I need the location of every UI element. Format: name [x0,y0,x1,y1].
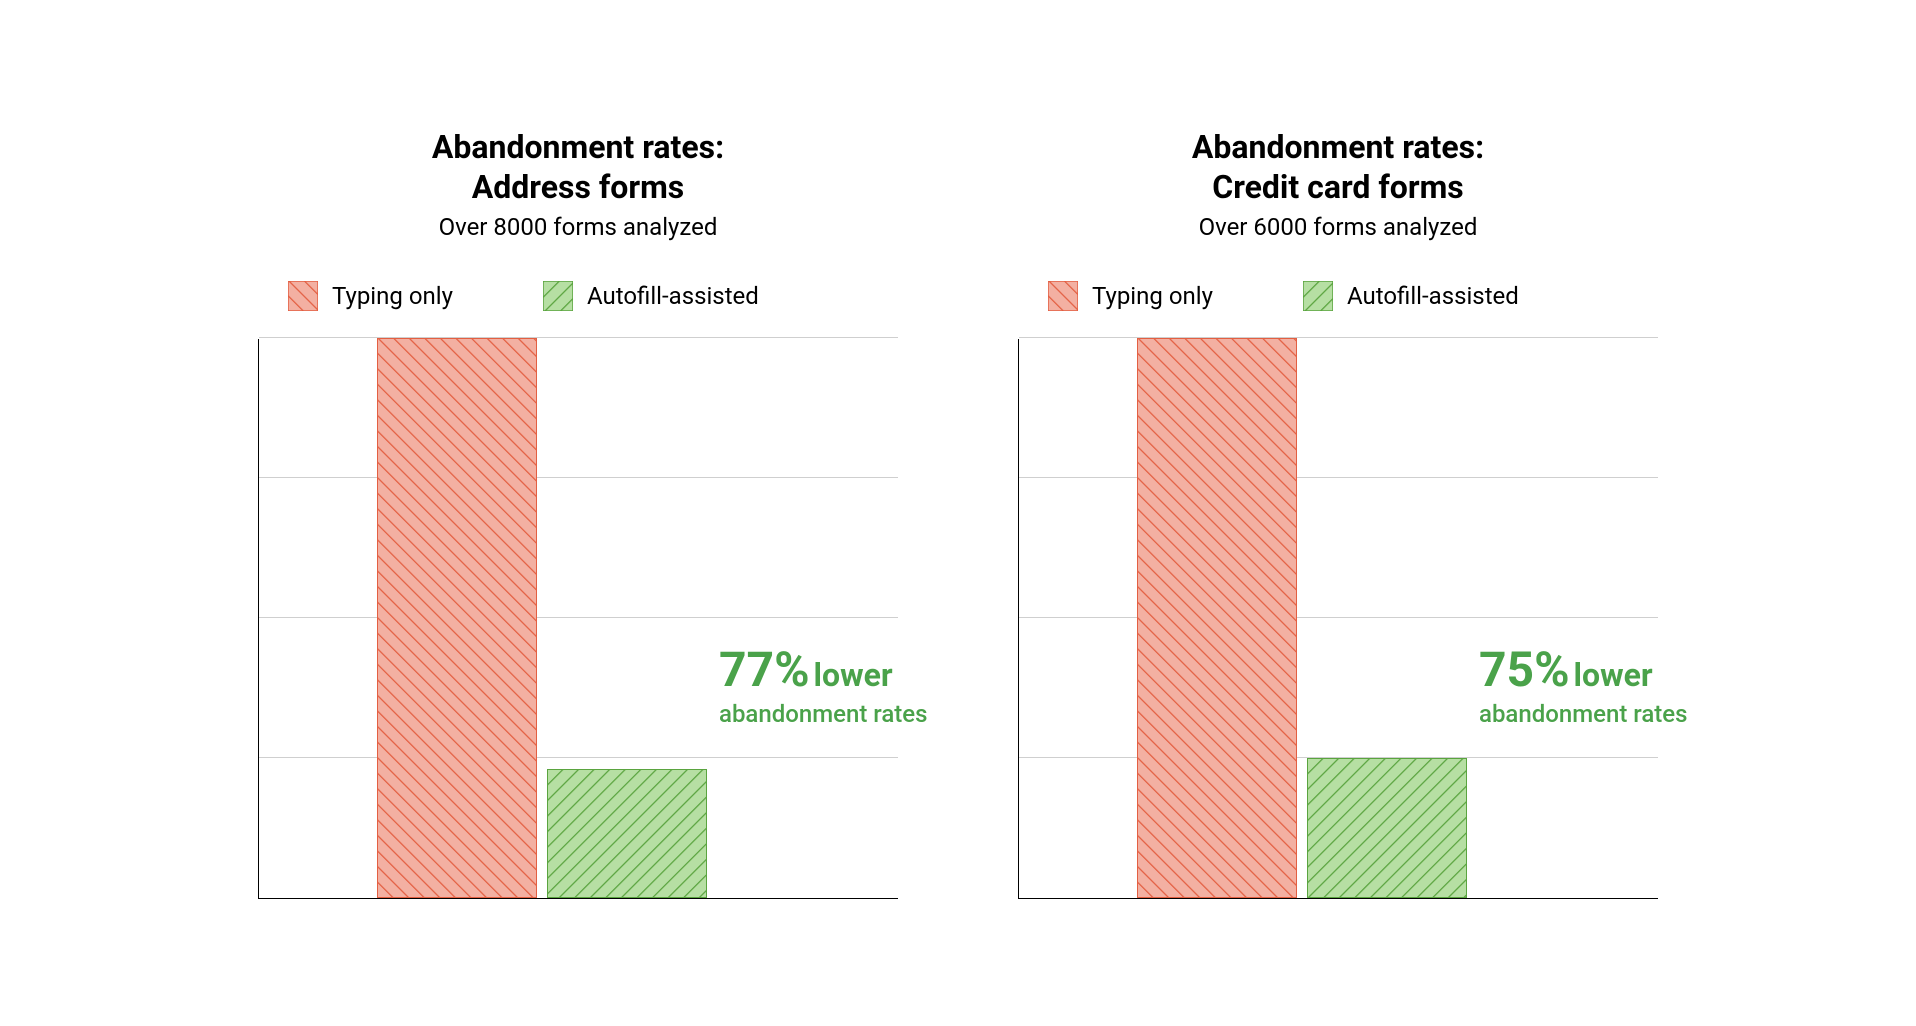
callout-pct: 77% [719,641,810,698]
bar-typing [377,338,537,898]
bar-typing-icon [377,338,537,898]
chart-plot: 75% lower abandonment rates [1018,339,1658,899]
callout-sub: abandonment rates [1479,700,1688,728]
legend-label: Typing only [1092,282,1213,310]
chart-title-block: Abandonment rates: Address forms Over 80… [432,127,724,241]
chart-plot: 77% lower abandonment rates [258,339,898,899]
chart-subtitle: Over 8000 forms analyzed [432,213,724,241]
legend-item-typing: Typing only [1048,281,1213,311]
legend-swatch-autofill-icon [1303,281,1333,311]
charts-wrapper: Abandonment rates: Address forms Over 80… [258,127,1658,899]
legend-label: Typing only [332,282,453,310]
chart-title-line1: Abandonment rates: [432,127,724,167]
callout-lower: lower [814,656,893,694]
bar-typing [1137,338,1297,898]
bar-autofill-icon [547,769,707,898]
gridline [259,337,898,339]
legend-label: Autofill-assisted [587,282,759,310]
callout: 77% lower abandonment rates [719,641,928,728]
chart-panel-0: Abandonment rates: Address forms Over 80… [258,127,898,899]
legend-swatch-typing-icon [1048,281,1078,311]
gridline [259,477,898,479]
callout-lower: lower [1574,656,1653,694]
legend-item-autofill: Autofill-assisted [1303,281,1519,311]
legend-item-autofill: Autofill-assisted [543,281,759,311]
bar-autofill [1307,758,1467,898]
bar-typing-icon [1137,338,1297,898]
chart-title-line2: Credit card forms [1192,167,1484,207]
chart-title-line2: Address forms [432,167,724,207]
gridline [1019,477,1658,479]
chart-subtitle: Over 6000 forms analyzed [1192,213,1484,241]
bar-autofill [547,769,707,898]
callout-pct: 75% [1479,641,1570,698]
chart-title-line1: Abandonment rates: [1192,127,1484,167]
gridline [1019,617,1658,619]
bar-autofill-icon [1307,758,1467,898]
chart-title-block: Abandonment rates: Credit card forms Ove… [1192,127,1484,241]
legend-swatch-autofill-icon [543,281,573,311]
legend-swatch-typing-icon [288,281,318,311]
gridline [259,617,898,619]
callout-headline: 75% lower [1479,641,1688,698]
legend-item-typing: Typing only [288,281,453,311]
chart-panel-1: Abandonment rates: Credit card forms Ove… [1018,127,1658,899]
legend-label: Autofill-assisted [1347,282,1519,310]
callout-headline: 77% lower [719,641,928,698]
gridline [259,757,898,759]
chart-legend: Typing only Autofill-assisted [258,281,898,311]
chart-legend: Typing only Autofill-assisted [1018,281,1658,311]
callout-sub: abandonment rates [719,700,928,728]
gridline [1019,337,1658,339]
callout: 75% lower abandonment rates [1479,641,1688,728]
